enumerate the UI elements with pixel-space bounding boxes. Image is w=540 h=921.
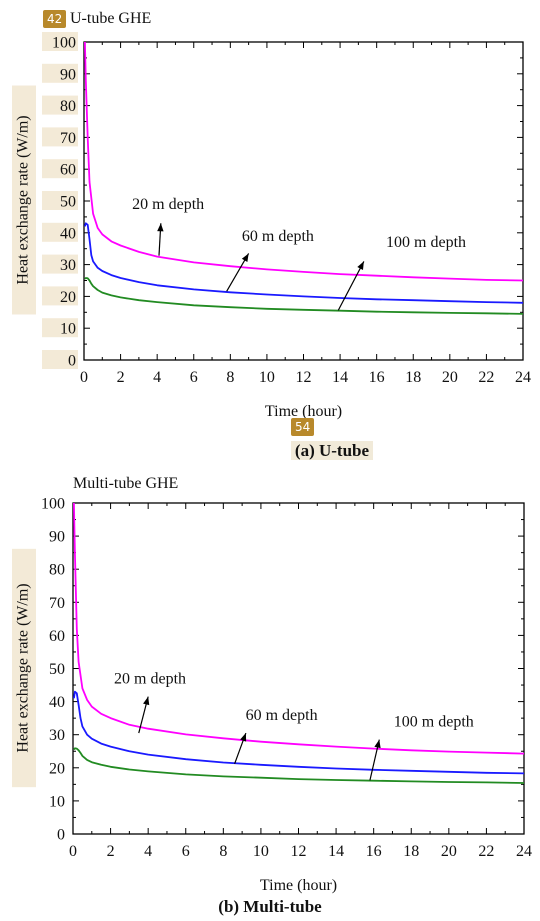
chart-title: Multi-tube GHE xyxy=(73,475,178,492)
y-tick-label: 80 xyxy=(49,562,65,579)
y-tick-label-highlight xyxy=(42,254,78,274)
y-tick-label: 10 xyxy=(49,793,65,810)
y-axis-label: Heat exchange rate (W/m) xyxy=(15,583,32,752)
y-tick-label: 90 xyxy=(60,66,76,83)
x-tick-label: 16 xyxy=(366,843,382,860)
chart-multi-tube: Multi-tube GHE Heat exchange rate (W/m) Ti… xyxy=(12,475,532,894)
x-tick-label: 4 xyxy=(153,369,161,386)
y-tick-label-highlight xyxy=(42,318,78,338)
annotation-label: 60 m depth xyxy=(246,707,318,724)
chart-u-tube: U-tube GHE Heat exchange rate (W/m) Time (… xyxy=(12,10,531,420)
x-tick-label: 22 xyxy=(478,843,494,860)
y-tick-label-highlight xyxy=(42,95,78,115)
chart-title: U-tube GHE xyxy=(70,10,151,27)
x-tick-label: 14 xyxy=(328,843,344,860)
y-tick-label: 100 xyxy=(41,496,65,513)
y-tick-label: 0 xyxy=(68,353,76,370)
annotation-arrow xyxy=(337,261,365,311)
y-tick-label: 80 xyxy=(60,98,76,115)
caption-b-text: (b) Multi-tube xyxy=(218,897,322,916)
y-axis-label: Heat exchange rate (W/m) xyxy=(15,115,32,284)
y-tick-label: 40 xyxy=(60,225,76,242)
x-tick-label: 12 xyxy=(291,843,307,860)
annotation-label: 60 m depth xyxy=(242,228,314,245)
series-line-100-m-depth xyxy=(84,277,523,315)
plot-frame xyxy=(72,502,525,835)
series-line-60-m-depth xyxy=(73,690,524,775)
y-tick-label-highlight xyxy=(42,350,78,369)
series-line-20-m-depth xyxy=(73,503,524,755)
y-tick-label-highlight xyxy=(42,127,78,147)
x-tick-label: 22 xyxy=(478,369,494,386)
x-tick-label: 24 xyxy=(515,369,531,386)
x-tick-label: 10 xyxy=(253,843,269,860)
y-tick-label: 50 xyxy=(49,661,65,678)
annotation-label: 20 m depth xyxy=(132,196,204,213)
series-line-20-m-depth xyxy=(84,42,523,282)
y-tick-label: 20 xyxy=(49,760,65,777)
x-tick-label: 14 xyxy=(332,369,348,386)
y-tick-label-highlight xyxy=(42,32,78,51)
caption-b: (b) Multi-tube xyxy=(0,897,540,917)
series-line-60-m-depth xyxy=(84,222,523,304)
y-tick-label: 70 xyxy=(49,595,65,612)
marker-badge-top: 42 xyxy=(43,10,67,28)
x-tick-label: 20 xyxy=(442,369,458,386)
x-tick-label: 8 xyxy=(226,369,234,386)
caption-a: (a) U-tube xyxy=(62,441,540,461)
x-tick-label: 12 xyxy=(296,369,312,386)
caption-a-text: (a) U-tube xyxy=(290,441,374,460)
x-axis-label: Time (hour) xyxy=(265,403,342,420)
annotation-label: 100 m depth xyxy=(386,234,466,251)
annotation-label: 20 m depth xyxy=(114,670,186,687)
y-tick-label: 30 xyxy=(60,257,76,274)
y-tick-label: 100 xyxy=(52,35,76,52)
y-tick-label: 60 xyxy=(49,628,65,645)
x-tick-label: 18 xyxy=(403,843,419,860)
y-tick-label-highlight xyxy=(42,63,78,83)
y-tick-label-highlight xyxy=(42,222,78,242)
x-tick-label: 8 xyxy=(219,843,227,860)
x-tick-label: 4 xyxy=(144,843,152,860)
x-tick-label: 16 xyxy=(369,369,385,386)
annotation-arrowhead xyxy=(157,223,164,232)
x-tick-label: 20 xyxy=(441,843,457,860)
x-tick-label: 2 xyxy=(117,369,125,386)
y-tick-label: 90 xyxy=(49,529,65,546)
y-tick-label: 60 xyxy=(60,162,76,179)
y-tick-label: 40 xyxy=(49,694,65,711)
ylabel-highlight xyxy=(12,85,36,315)
x-tick-label: 6 xyxy=(182,843,190,860)
y-tick-label: 30 xyxy=(49,727,65,744)
x-axis-label: Time (hour) xyxy=(260,877,337,894)
x-tick-label: 0 xyxy=(69,843,77,860)
annotation-arrowhead xyxy=(143,696,150,706)
y-tick-label: 70 xyxy=(60,130,76,147)
y-tick-label: 10 xyxy=(60,321,76,338)
y-tick-label-highlight xyxy=(42,191,78,210)
series-line-100-m-depth xyxy=(73,747,524,784)
annotation-arrowhead xyxy=(241,253,249,262)
ylabel-highlight xyxy=(12,548,36,788)
marker-badge-middle: 54 xyxy=(291,418,315,436)
x-tick-label: 0 xyxy=(80,369,88,386)
x-tick-label: 2 xyxy=(107,843,115,860)
x-tick-label: 10 xyxy=(259,369,275,386)
x-tick-label: 18 xyxy=(405,369,421,386)
annotation-label: 100 m depth xyxy=(394,713,474,730)
y-tick-label: 50 xyxy=(60,194,76,211)
x-tick-label: 24 xyxy=(516,843,532,860)
y-tick-label-highlight xyxy=(42,159,78,179)
annotation-arrowhead xyxy=(357,261,364,270)
y-tick-label: 20 xyxy=(60,289,76,306)
annotation-arrowhead xyxy=(240,733,247,742)
y-tick-label-highlight xyxy=(42,286,78,306)
annotation-arrowhead xyxy=(374,739,381,749)
y-tick-label: 0 xyxy=(57,827,65,844)
x-tick-label: 6 xyxy=(190,369,198,386)
